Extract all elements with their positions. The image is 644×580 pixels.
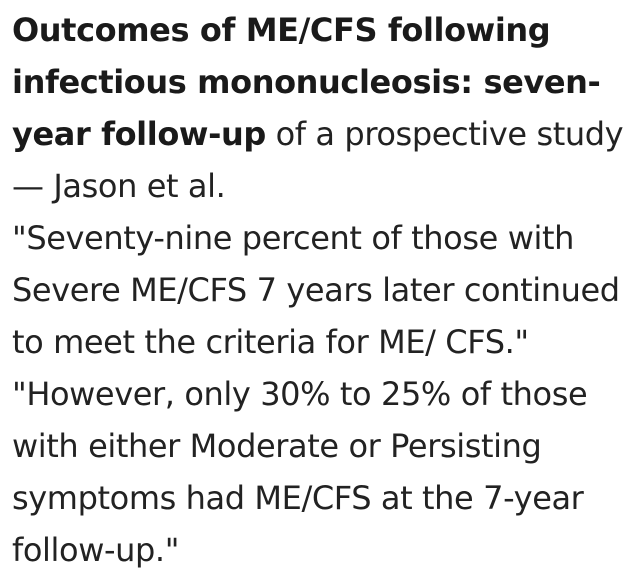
article-source: of a prospective study — Jason et al. xyxy=(12,115,624,205)
quote-second: "However, only 30% to 25% of those with … xyxy=(12,375,588,569)
citation-line: Outcomes of ME/CFS following infectious … xyxy=(12,4,644,212)
article-title[interactable]: Outcomes of ME/CFS following infectious … xyxy=(12,11,601,153)
quote-block: "Seventy-nine percent of those with Seve… xyxy=(12,212,644,576)
quote-first: "Seventy-nine percent of those with Seve… xyxy=(12,219,620,361)
